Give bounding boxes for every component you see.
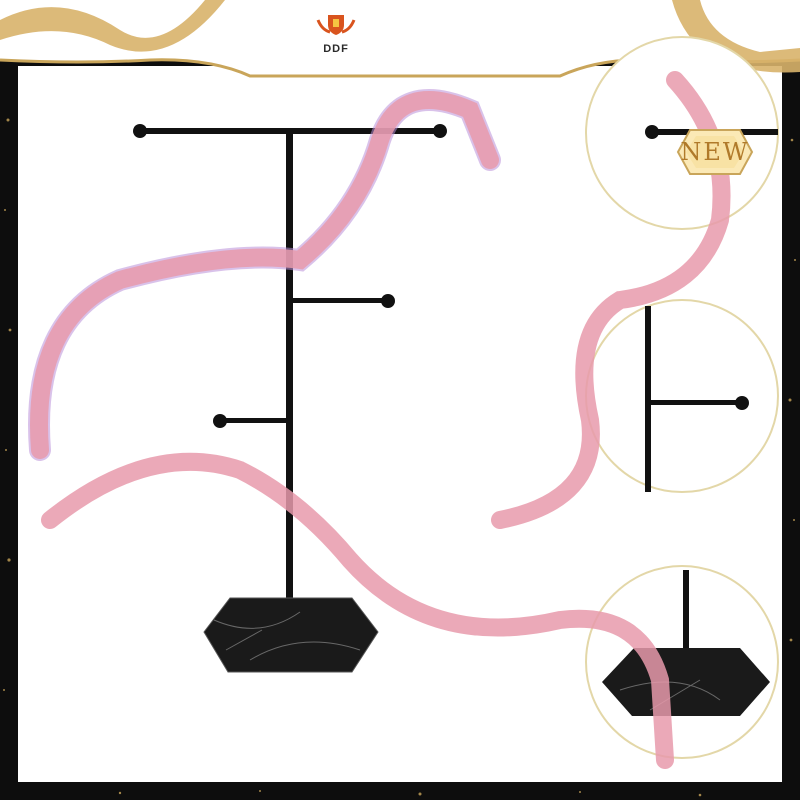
header-banner bbox=[0, 0, 800, 78]
brand-name: DDF bbox=[323, 43, 349, 55]
badge-shape bbox=[676, 129, 754, 175]
top-bar bbox=[138, 128, 440, 134]
stand-pole bbox=[286, 134, 293, 622]
marble-base bbox=[204, 598, 378, 672]
badge-label: NEW bbox=[680, 138, 750, 166]
middle-arm bbox=[293, 298, 385, 303]
new-badge: NEW bbox=[664, 124, 766, 180]
shield-crest-icon bbox=[316, 15, 356, 35]
brand-logo: DDF bbox=[314, 12, 358, 55]
lower-arm bbox=[222, 418, 286, 423]
